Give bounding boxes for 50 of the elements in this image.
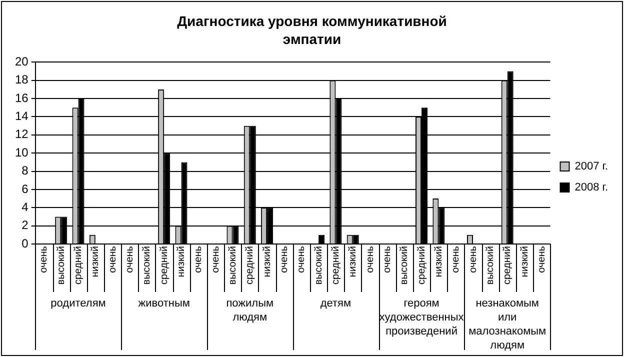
x-tick-label: высокий [399, 246, 410, 285]
text: животным [138, 298, 190, 310]
x-tick-label: очень [296, 246, 308, 273]
x-tick-label: высокий [56, 246, 67, 285]
x-tick-label: средний [244, 246, 256, 284]
y-tick-label: 2 [22, 218, 29, 232]
y-tick-label: 0 [22, 236, 29, 250]
x-tick-label: очень [364, 246, 376, 273]
x-tick-label: высокий [313, 246, 324, 285]
text: незнакомым или малознакомым людям [468, 298, 546, 352]
x-tick-label: низкий [433, 246, 444, 278]
y-tick-label: 14 [14, 109, 29, 124]
y-tick-label: 6 [22, 182, 29, 196]
y-tick-label: 18 [14, 72, 29, 87]
x-tick-label: очень [124, 246, 136, 273]
x-tick-label: низкий [176, 246, 187, 278]
x-tick-label: очень [278, 246, 290, 273]
x-tick-label: очень [210, 246, 222, 273]
text: пожилым людям [226, 298, 274, 324]
x-tick-label: очень [193, 246, 204, 273]
x-tick-label: очень [468, 246, 479, 273]
x-tick-label: низкий [519, 246, 530, 278]
x-tick-label: высокий [227, 246, 238, 285]
x-tick-label: низкий [90, 246, 102, 278]
x-tick-label: средний [502, 246, 514, 284]
y-tick-label: 12 [14, 127, 29, 142]
y-tick-label: 10 [14, 145, 29, 160]
legend-label: 2008 г. [574, 182, 608, 194]
x-tick-label: средний [416, 246, 428, 284]
y-tick-label: 20 [14, 54, 29, 69]
x-tick-label: низкий [262, 246, 273, 278]
y-tick-label: 4 [22, 200, 29, 214]
x-tick-label: средний [330, 246, 342, 284]
text: героям художественных произведений [379, 298, 464, 338]
x-tick-label: высокий [142, 246, 153, 285]
y-tick-label: 16 [14, 90, 29, 105]
x-tick-label: очень [450, 246, 462, 273]
y-tick-label: 8 [22, 164, 29, 178]
x-tick-label: высокий [484, 246, 496, 285]
x-tick-label: средний [73, 246, 84, 284]
x-tick-label: средний [158, 246, 170, 284]
x-tick-label: низкий [348, 246, 359, 278]
legend-label: 2007 г. [574, 160, 608, 173]
chart-title: Диагностика уровня коммуникативной эмпатии [177, 12, 447, 48]
x-tick-label: очень [38, 246, 50, 273]
text: родителям [50, 298, 106, 310]
x-tick-label: очень [382, 246, 393, 273]
x-tick-label: очень [107, 246, 118, 273]
x-tick-label: очень [536, 246, 548, 273]
text: детям [320, 298, 352, 310]
